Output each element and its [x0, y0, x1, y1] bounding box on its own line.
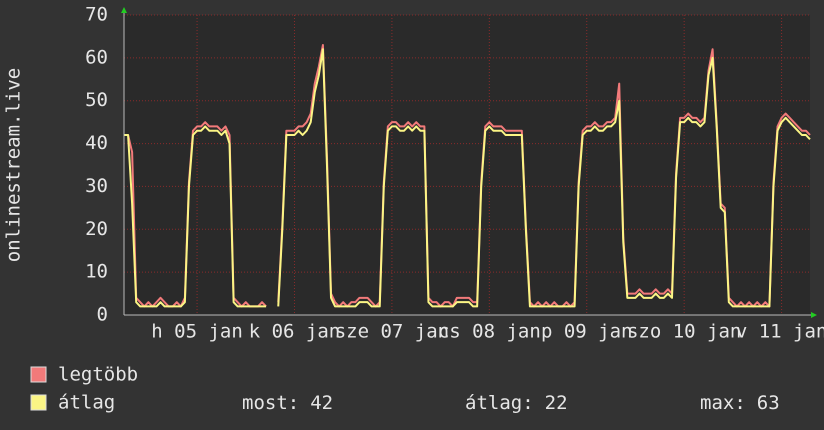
stat-value: 42: [310, 392, 333, 414]
x-tick-label: v 11 jan: [736, 321, 824, 343]
y-axis-label: onlinestream.live: [3, 68, 25, 262]
x-tick-label: sze 07 jan: [335, 321, 449, 343]
x-tick-label: h 05 jan: [151, 321, 243, 343]
x-tick-label: cs 08 jan: [438, 321, 541, 343]
legend-label: átlag: [58, 392, 115, 414]
stat-value: 63: [757, 392, 780, 414]
y-tick-label: 20: [85, 218, 108, 240]
x-axis-arrow: [811, 312, 817, 318]
x-tick-label: szo 10 jan: [627, 321, 741, 343]
series-line: [124, 48, 811, 308]
stat-label: most:: [242, 392, 299, 414]
stat-value: 22: [545, 392, 568, 414]
plot-area: [124, 15, 810, 315]
stat: max: 63: [700, 392, 780, 414]
x-tick-label: k 06 jan: [249, 321, 341, 343]
y-tick-label: 60: [85, 46, 108, 68]
y-tick-label: 40: [85, 132, 108, 154]
legend-swatch: [30, 394, 47, 411]
y-tick-label: 70: [85, 4, 108, 26]
stat-label: átlag:: [465, 392, 534, 414]
y-tick-label: 30: [85, 175, 108, 197]
stat: átlag: 22: [465, 392, 568, 414]
stat-label: max:: [700, 392, 746, 414]
y-tick-label: 50: [85, 89, 108, 111]
legend-label: legtöbb: [58, 364, 138, 386]
y-tick-label: 0: [97, 304, 108, 326]
y-axis-arrow: [121, 7, 127, 13]
plot-layer: [124, 14, 811, 316]
y-tick-label: 10: [85, 261, 108, 283]
x-tick-label: p 09 jan: [541, 321, 633, 343]
legend-swatch: [30, 366, 47, 383]
stat: most: 42: [242, 392, 333, 414]
